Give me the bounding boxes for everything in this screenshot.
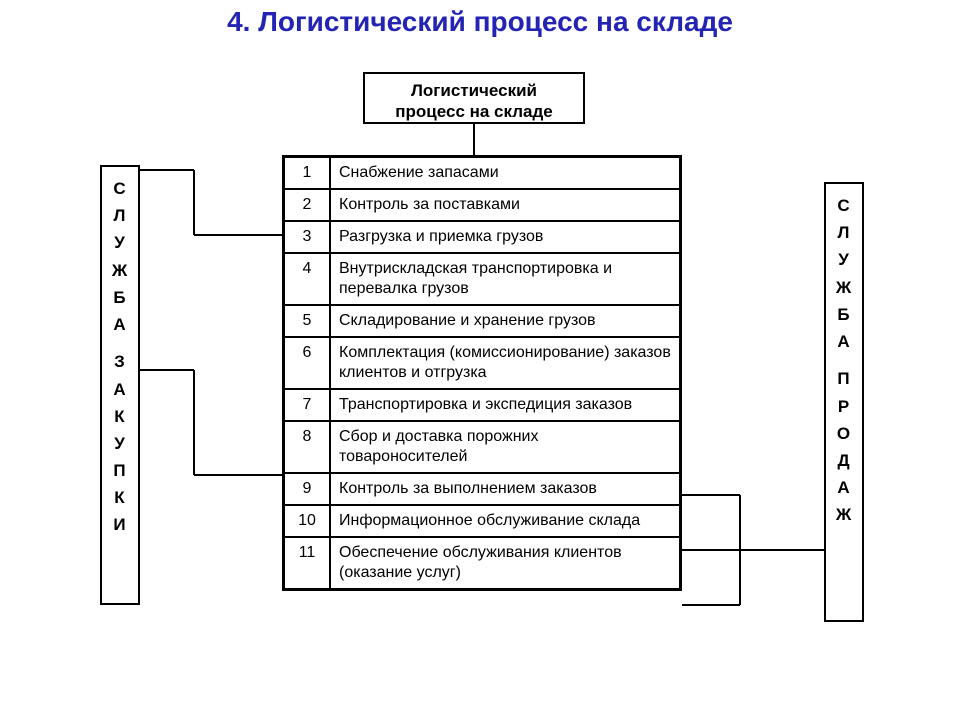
process-row-num: 4 [284, 253, 331, 305]
process-row-text: Снабжение запасами [330, 157, 681, 190]
left-service-char: Б [102, 284, 138, 311]
left-service-char: Ж [102, 257, 138, 284]
process-row: 4Внутрискладская транспортировка и перев… [284, 253, 681, 305]
process-row: 6Комплектация (комиссионирование) заказо… [284, 337, 681, 389]
left-service-box: СЛУЖБАЗАКУПКИ [100, 165, 140, 605]
left-service-char: С [102, 175, 138, 202]
left-service-char: И [102, 511, 138, 538]
process-row-num: 8 [284, 421, 331, 473]
process-row-num: 10 [284, 505, 331, 537]
process-row-num: 11 [284, 537, 331, 590]
left-service-char: А [102, 376, 138, 403]
process-row: 5Складирование и хранение грузов [284, 305, 681, 337]
left-service-char: А [102, 311, 138, 338]
process-row: 10Информационное обслуживание склада [284, 505, 681, 537]
process-row-text: Разгрузка и приемка грузов [330, 221, 681, 253]
process-row-text: Сбор и доставка порожних товароносителей [330, 421, 681, 473]
process-row-text: Обеспечение обслуживания клиентов (оказа… [330, 537, 681, 590]
process-row: 3Разгрузка и приемка грузов [284, 221, 681, 253]
process-row-num: 1 [284, 157, 331, 190]
process-row-text: Складирование и хранение грузов [330, 305, 681, 337]
left-service-char: Л [102, 202, 138, 229]
root-process-line: Логистический [375, 80, 573, 101]
right-service-char: Ж [826, 501, 862, 528]
process-row: 7Транспортировка и экспедиция заказов [284, 389, 681, 421]
process-row-num: 3 [284, 221, 331, 253]
right-service-char: А [826, 474, 862, 501]
right-service-char: Д [826, 447, 862, 474]
process-row: 9Контроль за выполнением заказов [284, 473, 681, 505]
left-service-char: К [102, 484, 138, 511]
process-row: 2Контроль за поставками [284, 189, 681, 221]
left-service-char: З [102, 348, 138, 375]
process-table: 1Снабжение запасами2Контроль за поставка… [282, 155, 682, 591]
process-row: 1Снабжение запасами [284, 157, 681, 190]
root-process-box: Логистическийпроцесс на складе [363, 72, 585, 124]
process-row-num: 9 [284, 473, 331, 505]
right-service-char: С [826, 192, 862, 219]
right-service-char: А [826, 328, 862, 355]
left-service-char: К [102, 403, 138, 430]
process-row-num: 6 [284, 337, 331, 389]
process-row-text: Информационное обслуживание склада [330, 505, 681, 537]
right-service-box: СЛУЖБАПРОДАЖ [824, 182, 864, 622]
process-row-text: Контроль за выполнением заказов [330, 473, 681, 505]
left-service-char: П [102, 457, 138, 484]
process-row-text: Транспортировка и экспедиция заказов [330, 389, 681, 421]
right-service-char: Р [826, 393, 862, 420]
right-service-char: У [826, 246, 862, 273]
root-process-line: процесс на складе [375, 101, 573, 122]
left-service-char: У [102, 430, 138, 457]
process-row-text: Комплектация (комиссионирование) заказов… [330, 337, 681, 389]
page-title: 4. Логистический процесс на складе [0, 6, 960, 38]
process-row-num: 2 [284, 189, 331, 221]
process-row: 8Сбор и доставка порожних товароносителе… [284, 421, 681, 473]
right-service-char: Б [826, 301, 862, 328]
process-row: 11Обеспечение обслуживания клиентов (ока… [284, 537, 681, 590]
right-service-char: П [826, 365, 862, 392]
process-row-num: 5 [284, 305, 331, 337]
right-service-char: Ж [826, 274, 862, 301]
process-row-text: Внутрискладская транспортировка и перева… [330, 253, 681, 305]
process-row-text: Контроль за поставками [330, 189, 681, 221]
left-service-char: У [102, 229, 138, 256]
right-service-char: Л [826, 219, 862, 246]
diagram-stage: 4. Логистический процесс на складе Логис… [0, 0, 960, 720]
right-service-char: О [826, 420, 862, 447]
process-row-num: 7 [284, 389, 331, 421]
